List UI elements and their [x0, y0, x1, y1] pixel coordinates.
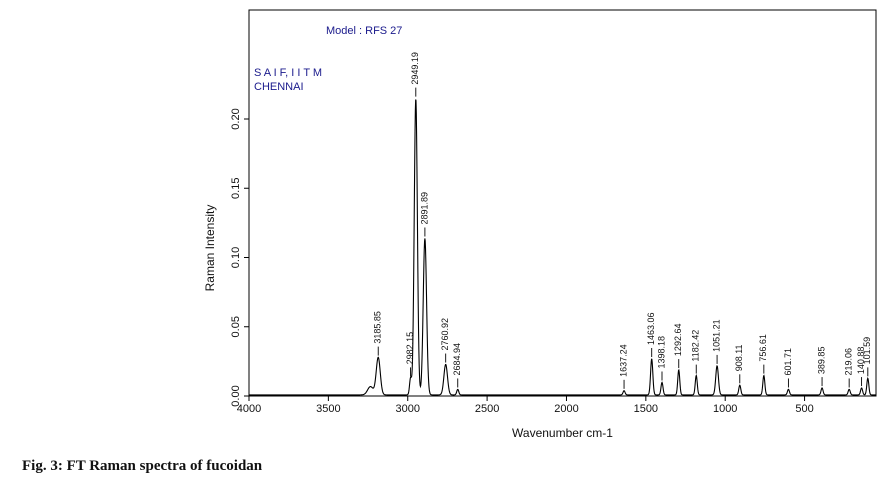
peak-label: 601.71: [783, 348, 793, 376]
peak-marker: 1051.21: [711, 319, 721, 364]
peak-marker: 2684.94: [452, 343, 462, 388]
peak-label: 756.61: [758, 334, 768, 362]
peak-label: 2891.89: [419, 192, 429, 225]
peak-label: 2760.92: [440, 318, 450, 351]
peak-label: 1463.06: [646, 312, 656, 345]
x-tick-label: 1500: [634, 403, 658, 415]
peak-marker: 601.71: [783, 348, 793, 388]
peak-label: 2949.19: [410, 52, 420, 85]
peak-marker: 1637.24: [618, 344, 628, 389]
peak-marker: 2760.92: [440, 318, 450, 363]
peak-marker: 756.61: [758, 334, 768, 374]
peak-marker: 389.85: [816, 347, 826, 387]
peak-label: 1182.42: [691, 330, 701, 362]
peak-label: 2982.15: [405, 332, 415, 365]
y-tick-label: 0.10: [230, 247, 242, 268]
y-tick-label: 0.05: [230, 316, 242, 337]
x-tick-label: 3000: [395, 403, 419, 415]
axis-ticks: 4000 3500 3000 2500 2000 1500 1000 500 0.00 0.05 0…: [230, 108, 814, 415]
y-tick-label: 0.00: [230, 385, 242, 406]
peak-label: 219.06: [844, 348, 854, 376]
y-tick-label: 0.15: [230, 178, 242, 199]
peak-marker: 1182.42: [691, 330, 701, 374]
peak-marker: 2982.15: [405, 332, 415, 377]
peak-label: 1051.21: [711, 319, 721, 352]
peak-label: 1398.18: [656, 336, 666, 369]
x-tick-label: 2000: [554, 403, 578, 415]
model-annotation: Model : RFS 27: [326, 25, 402, 37]
lab-annotation-line1: S A I F, I I T M: [254, 67, 322, 79]
peak-marker: 140.88: [856, 347, 866, 387]
x-tick-label: 1000: [713, 403, 737, 415]
x-axis-label: Wavenumber cm-1: [512, 426, 613, 440]
plot-frame: [248, 9, 877, 397]
x-tick-label: 3500: [316, 403, 340, 415]
x-tick-label: 4000: [237, 403, 261, 415]
peak-marker: 1398.18: [656, 336, 666, 381]
peak-marker: 101.59: [862, 337, 872, 377]
y-tick-label: 0.20: [230, 108, 242, 129]
peak-marker: 908.11: [734, 344, 744, 384]
peak-labels: 3185.85 2982.15 2949.19 2891.89 2760.922684.…: [373, 52, 872, 389]
raman-spectrum-chart: 4000 3500 3000 2500 2000 1500 1000 500 0.00 0.05 0…: [203, 9, 877, 440]
peak-marker: 1463.06: [646, 312, 656, 357]
peak-marker: 2891.89: [419, 192, 429, 237]
peak-marker: 1292.64: [673, 324, 683, 369]
peak-label: 1292.64: [673, 324, 683, 357]
peak-label: 1637.24: [618, 344, 628, 377]
peak-label: 2684.94: [452, 343, 462, 376]
peak-label: 908.11: [734, 344, 744, 371]
peak-marker: 219.06: [844, 348, 854, 388]
peak-label: 3185.85: [373, 311, 383, 344]
x-tick-label: 500: [795, 403, 813, 415]
lab-annotation-line2: CHENNAI: [254, 81, 304, 93]
peak-label: 389.85: [816, 347, 826, 375]
axes: [248, 9, 877, 397]
peak-marker: 2949.19: [410, 52, 420, 97]
x-tick-label: 2500: [475, 403, 499, 415]
spectrum-line: [249, 99, 876, 396]
y-axis-label: Raman Intensity: [203, 205, 217, 292]
peak-label: 101.59: [862, 337, 872, 365]
peak-marker: 3185.85: [373, 311, 383, 356]
peak-label: 140.88: [856, 347, 866, 375]
figure-caption: Fig. 3: FT Raman spectra of fucoidan: [22, 458, 263, 474]
